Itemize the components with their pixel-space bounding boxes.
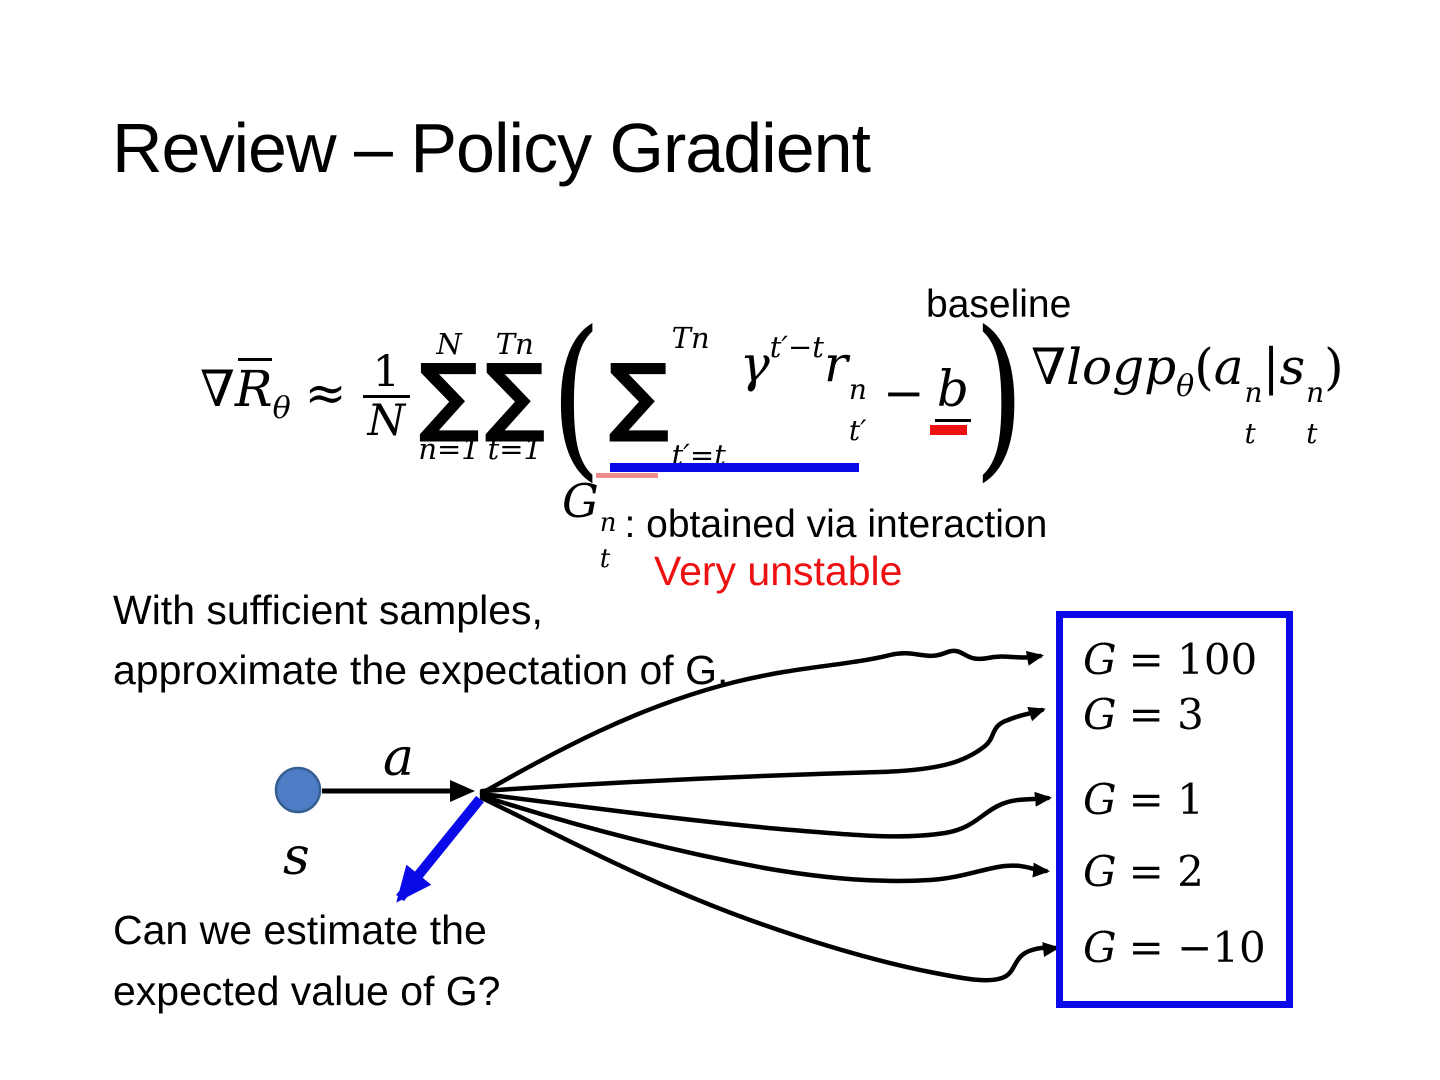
baseline-b-term: b <box>929 360 971 435</box>
state-label: s <box>283 827 310 887</box>
logp-symbol: logp <box>1066 338 1177 396</box>
obtained-via-interaction-text: : obtained via interaction <box>624 503 1048 546</box>
action-subscript: t <box>1244 417 1256 450</box>
gamma-exponent: t′−t <box>769 329 824 364</box>
sigma-symbol: ∑ <box>483 346 546 447</box>
slide-title: Review – Policy Gradient <box>112 109 871 187</box>
fraction-numerator: 1 <box>372 346 401 397</box>
g-returns-box: G = 100 G = 3 G = 1 G = 2 G = −10 <box>1056 611 1293 1008</box>
action-symbol: a <box>1213 338 1244 396</box>
estimate-line-2: expected value of G? <box>113 968 501 1014</box>
g-row-m10: G = −10 <box>1083 922 1266 972</box>
log-policy-term: ∇logpθ(a n t |s n t) <box>1031 338 1344 448</box>
theta-subscript: θ <box>1176 369 1195 404</box>
blue-underline <box>609 463 859 472</box>
g-row-1: G = 1 <box>1083 774 1204 824</box>
trajectory-arrow-g2 <box>479 793 1050 884</box>
sum-over-t: Tn ∑ t=1 <box>484 330 546 464</box>
close-paren-small: ) <box>1324 338 1344 396</box>
open-paren: ( <box>550 295 602 498</box>
estimate-line-1: Can we estimate the <box>113 907 487 953</box>
sigma-wrap: ∑ <box>607 346 670 447</box>
nabla-symbol: ∇ <box>1031 338 1067 396</box>
reward-superscript: n <box>848 372 867 406</box>
state-symbol: s <box>1279 338 1306 396</box>
g-superscript: n <box>599 508 617 538</box>
samples-line-2: approximate the expectation of G. <box>113 647 729 693</box>
close-paren: ) <box>973 295 1025 498</box>
very-unstable-text: Very unstable <box>654 548 903 594</box>
estimate-question-note: Can we estimate the expected value of G? <box>113 900 500 1022</box>
reward-subscript: t′ <box>848 413 867 447</box>
one-over-N-fraction: 1 N <box>362 346 411 444</box>
given-bar: | <box>1262 338 1280 396</box>
g-row-2: G = 2 <box>1083 846 1204 896</box>
g-row-3: G = 3 <box>1083 689 1204 739</box>
g-subscript: t <box>599 544 611 574</box>
sum-t-upper-limit: Tn <box>495 327 534 362</box>
approx-symbol: ≈ <box>304 364 347 422</box>
action-superscript: n <box>1244 376 1263 409</box>
policy-gradient-formula: ∇Rθ ≈ 1 N N ∑ n=1 Tn ∑ t=1 ( ∑ Tn t′=t γ… <box>200 295 1344 498</box>
sum-over-t-prime: ∑ Tn t′=t <box>608 324 726 470</box>
sum-t-prime-upper-limit: Tn <box>671 321 710 355</box>
minus-symbol: − <box>882 364 925 422</box>
trajectory-arrow-g100 <box>479 648 1044 796</box>
return-term-group: ∑ Tn t′=t γt′−tr n t′ <box>595 324 867 478</box>
theta-subscript: θ <box>272 391 291 426</box>
trajectory-arrow-g3 <box>479 706 1046 794</box>
nabla-symbol: ∇Rθ <box>200 360 291 426</box>
open-paren-small: ( <box>1194 338 1214 396</box>
reward-indices: n t′ <box>848 372 867 447</box>
state-node <box>274 766 322 814</box>
expectation-arrow <box>396 795 484 903</box>
red-underline-b <box>929 425 967 435</box>
trajectory-arrow-g1 <box>479 791 1052 839</box>
trajectory-arrow-gm10 <box>479 795 1060 983</box>
action-label: a <box>383 728 415 788</box>
g-row-100: G = 100 <box>1083 634 1258 684</box>
faint-red-underline <box>595 473 658 478</box>
sum-n-upper-limit: N <box>436 327 462 362</box>
baseline-label: baseline <box>926 283 1072 326</box>
sigma-symbol: ∑ <box>607 346 670 447</box>
sufficient-samples-note: With sufficient samples, approximate the… <box>113 580 728 700</box>
state-superscript: n <box>1306 376 1325 409</box>
state-subscript: t <box>1306 417 1318 450</box>
sum-n-lower-limit: n=1 <box>418 431 480 466</box>
sum-t-lower-limit: t=1 <box>487 431 542 466</box>
sum-over-n: N ∑ n=1 <box>418 330 480 464</box>
r-bar-symbol: R <box>234 360 273 418</box>
reward-symbol: r <box>823 334 848 393</box>
gamma-symbol: γ <box>739 334 770 393</box>
sigma-symbol: ∑ <box>418 346 480 447</box>
discounted-reward-term: γt′−tr n t′ <box>740 330 867 445</box>
fraction-denominator: N <box>362 395 411 444</box>
samples-line-1: With sufficient samples, <box>113 587 543 633</box>
